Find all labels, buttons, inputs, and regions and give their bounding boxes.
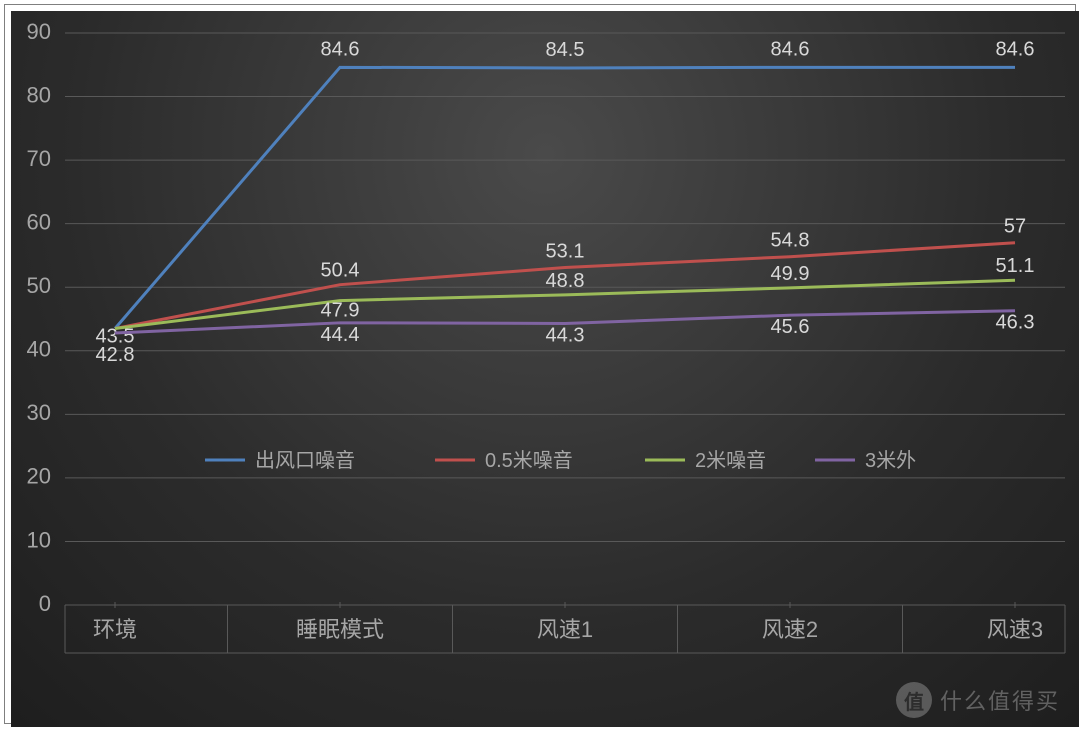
data-label: 46.3 <box>996 312 1035 334</box>
y-tick-label: 90 <box>27 19 51 44</box>
legend-label: 2米噪音 <box>695 449 766 472</box>
y-tick-label: 60 <box>27 209 51 234</box>
data-label: 51.1 <box>996 255 1035 277</box>
data-label: 50.4 <box>321 260 360 282</box>
data-label: 53.1 <box>546 241 585 263</box>
y-tick-label: 0 <box>39 591 51 616</box>
data-label: 84.5 <box>546 39 585 61</box>
data-label: 84.6 <box>321 38 360 60</box>
y-tick-label: 10 <box>27 527 51 552</box>
y-tick-label: 50 <box>27 273 51 298</box>
data-label: 84.6 <box>996 38 1035 60</box>
x-tick-label: 风速3 <box>987 617 1043 642</box>
x-tick-label: 睡眠模式 <box>296 617 384 642</box>
legend-label: 3米外 <box>865 449 916 472</box>
legend-label: 0.5米噪音 <box>485 449 573 472</box>
data-label: 49.9 <box>771 263 810 285</box>
x-tick-label: 风速1 <box>537 617 593 642</box>
data-label: 54.8 <box>771 230 810 252</box>
data-label: 42.8 <box>96 344 135 366</box>
data-label: 45.6 <box>771 316 810 338</box>
y-tick-label: 40 <box>27 337 51 362</box>
y-tick-label: 70 <box>27 146 51 171</box>
data-label: 44.4 <box>321 324 360 346</box>
chart-frame: 0102030405060708090环境睡眠模式风速1风速2风速343.584… <box>4 4 1076 724</box>
legend-label: 出风口噪音 <box>255 449 355 472</box>
data-label: 84.6 <box>771 38 810 60</box>
data-label: 48.8 <box>546 270 585 292</box>
y-tick-label: 20 <box>27 464 51 489</box>
data-label: 57 <box>1004 216 1026 238</box>
y-tick-label: 30 <box>27 400 51 425</box>
x-tick-label: 环境 <box>93 617 137 642</box>
data-label: 47.9 <box>321 300 360 322</box>
line-chart: 0102030405060708090环境睡眠模式风速1风速2风速343.584… <box>5 5 1077 725</box>
data-label: 44.3 <box>546 324 585 346</box>
x-tick-label: 风速2 <box>762 617 818 642</box>
y-tick-label: 80 <box>27 82 51 107</box>
